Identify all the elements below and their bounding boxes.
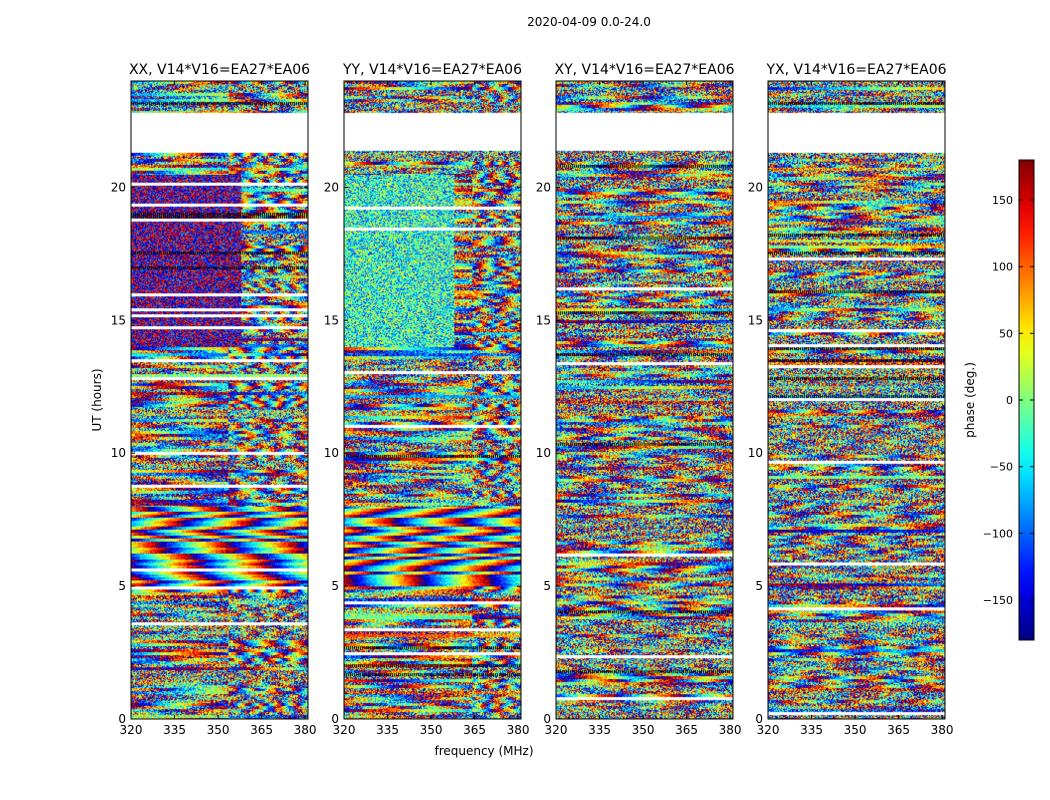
panel: YX, V14*V16=EA27*EA06 320 335 350 365 380 0 5 10… bbox=[748, 62, 954, 737]
x-tick-label: 380 bbox=[507, 723, 530, 737]
x-tick-label: 320 bbox=[120, 723, 143, 737]
figure-title: 2020-04-09 0.0-24.0 bbox=[527, 15, 651, 29]
x-tick-label: 365 bbox=[675, 723, 698, 737]
colorbar-tick-label: 50 bbox=[999, 327, 1013, 340]
y-tick-label: 15 bbox=[324, 313, 339, 327]
y-tick-label: 5 bbox=[331, 579, 339, 593]
colorbar-tick-label: −150 bbox=[983, 594, 1013, 607]
y-tick-label: 20 bbox=[324, 180, 339, 194]
x-tick-label: 380 bbox=[719, 723, 742, 737]
y-tick-label: 15 bbox=[536, 313, 551, 327]
x-tick-label: 350 bbox=[207, 723, 230, 737]
x-tick-label: 335 bbox=[163, 723, 186, 737]
y-tick-label: 20 bbox=[536, 180, 551, 194]
x-tick-label: 380 bbox=[931, 723, 954, 737]
panel-frame bbox=[767, 80, 946, 720]
colorbar-tick-label: 150 bbox=[992, 194, 1013, 207]
y-tick-label: 5 bbox=[543, 579, 551, 593]
y-tick-label: 10 bbox=[536, 446, 551, 460]
panel-title: XX, V14*V16=EA27*EA06 bbox=[129, 62, 310, 78]
phase-heatmap bbox=[344, 81, 521, 719]
panel: YY, V14*V16=EA27*EA06 320 335 350 365 380 0 5 10… bbox=[324, 62, 530, 737]
x-tick-label: 320 bbox=[545, 723, 568, 737]
x-tick-label: 350 bbox=[632, 723, 655, 737]
panel: XY, V14*V16=EA27*EA06 320 335 350 365 380 0 5 10… bbox=[536, 62, 742, 737]
y-tick-label: 10 bbox=[111, 446, 126, 460]
panel-frame bbox=[130, 80, 309, 720]
panel-title: XY, V14*V16=EA27*EA06 bbox=[554, 62, 734, 78]
y-tick-label: 5 bbox=[755, 579, 763, 593]
phase-heatmap bbox=[131, 81, 308, 719]
y-tick-label: 0 bbox=[543, 712, 551, 726]
y-tick-label: 5 bbox=[118, 579, 126, 593]
colorbar-tick-label: 100 bbox=[992, 261, 1013, 274]
panel-title: YX, V14*V16=EA27*EA06 bbox=[765, 62, 946, 78]
y-tick-label: 20 bbox=[111, 180, 126, 194]
x-tick-label: 335 bbox=[376, 723, 399, 737]
panel-frame bbox=[343, 80, 522, 720]
y-tick-label: 0 bbox=[118, 712, 126, 726]
phase-heatmap bbox=[556, 81, 733, 719]
panel-title: YY, V14*V16=EA27*EA06 bbox=[342, 62, 522, 78]
panel: XX, V14*V16=EA27*EA06 320 335 350 365 380 0 5 10… bbox=[111, 62, 317, 737]
x-tick-label: 350 bbox=[844, 723, 867, 737]
y-tick-label: 10 bbox=[748, 446, 763, 460]
y-tick-label: 20 bbox=[748, 180, 763, 194]
x-tick-label: 365 bbox=[463, 723, 486, 737]
x-tick-label: 320 bbox=[333, 723, 356, 737]
colorbar: 150 100 50 0 −50 −100 −150 bbox=[983, 159, 1035, 641]
panel-frame bbox=[555, 80, 734, 720]
colorbar-label: phase (deg.) bbox=[963, 362, 977, 438]
y-tick-label: 15 bbox=[748, 313, 763, 327]
x-tick-label: 380 bbox=[294, 723, 317, 737]
x-axis-label: frequency (MHz) bbox=[434, 744, 533, 758]
x-tick-label: 335 bbox=[588, 723, 611, 737]
colorbar-tick-label: −100 bbox=[983, 527, 1013, 540]
y-tick-label: 15 bbox=[111, 313, 126, 327]
y-tick-label: 10 bbox=[324, 446, 339, 460]
colorbar-tick-label: −50 bbox=[990, 461, 1013, 474]
x-tick-label: 320 bbox=[757, 723, 780, 737]
y-tick-label: 0 bbox=[331, 712, 339, 726]
x-tick-label: 350 bbox=[420, 723, 443, 737]
panels: XX, V14*V16=EA27*EA06 320 335 350 365 380 0 5 10… bbox=[111, 62, 954, 737]
x-tick-label: 335 bbox=[800, 723, 823, 737]
x-tick-label: 365 bbox=[887, 723, 910, 737]
colorbar-tick-label: 0 bbox=[1006, 394, 1013, 407]
y-axis-label: UT (hours) bbox=[90, 368, 104, 431]
phase-heatmap bbox=[768, 81, 945, 719]
y-tick-label: 0 bbox=[755, 712, 763, 726]
x-tick-label: 365 bbox=[250, 723, 273, 737]
